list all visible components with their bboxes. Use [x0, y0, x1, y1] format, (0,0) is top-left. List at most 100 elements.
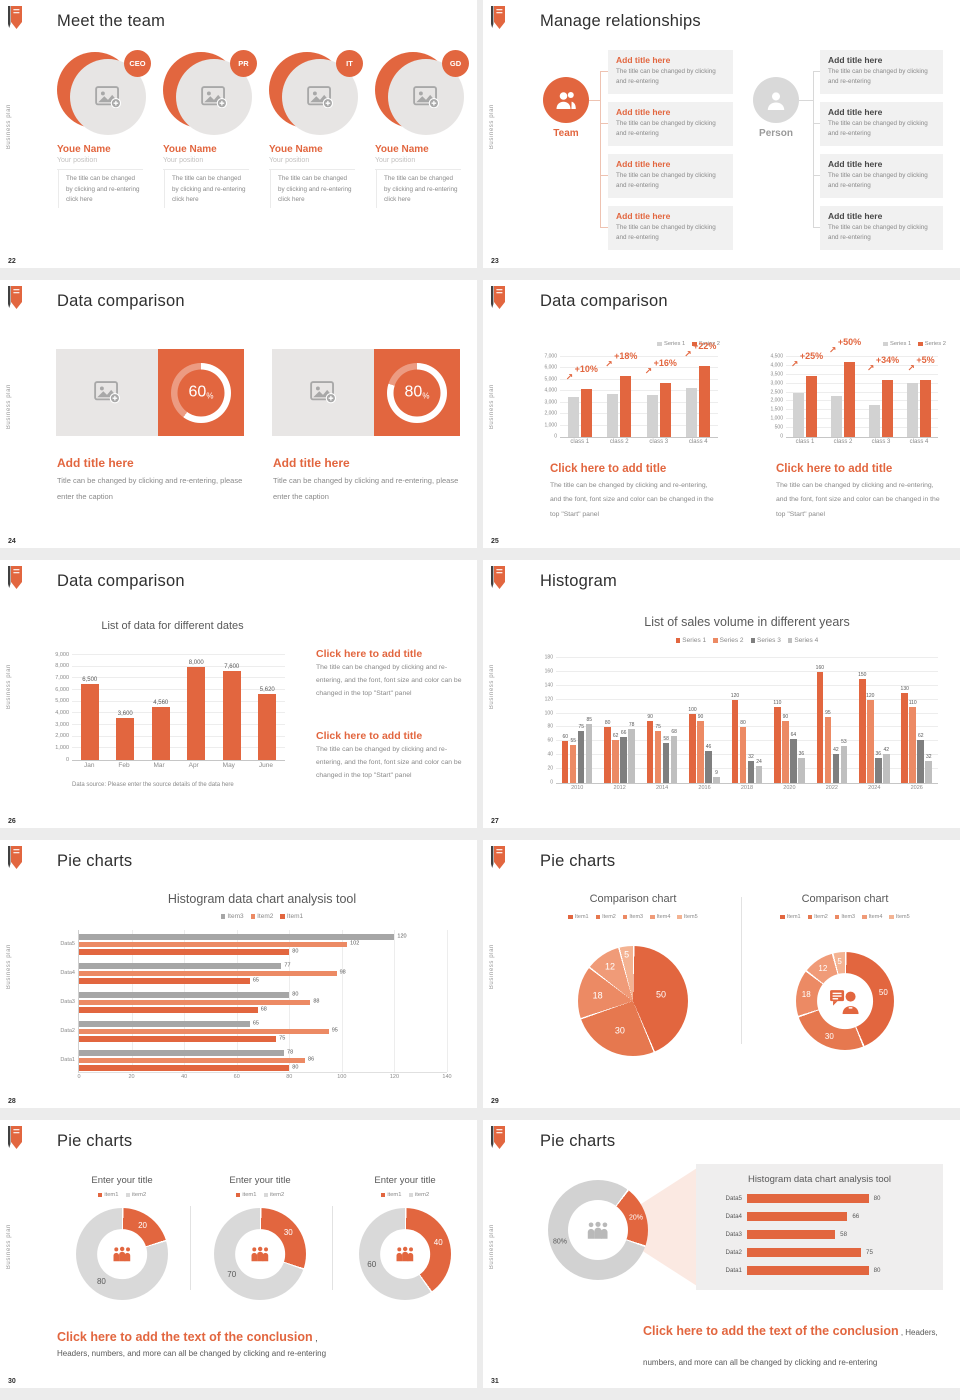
legend-label: item1 — [387, 1192, 402, 1198]
slide-content: List of data for different dates 0 1,000 2,… — [0, 560, 477, 828]
bar: 4,560 — [151, 700, 170, 760]
bar-value-label: 100 — [688, 706, 697, 713]
chart-legend: Item1 Item2 Item3 Item4 Item5 — [533, 914, 733, 920]
slide-content: 60% Add title here Title can be changed by… — [0, 280, 477, 548]
legend-swatch — [380, 1192, 386, 1198]
bar-group: +34% ↗ — [867, 356, 899, 437]
x-axis-label: Jan — [83, 762, 95, 769]
bar — [907, 382, 918, 437]
bar-value-label: 120 — [866, 692, 875, 699]
slice-label: 30 — [824, 1031, 834, 1041]
bar-value-label: 58 — [663, 735, 669, 742]
bar-row-label: Data5 — [725, 1195, 742, 1202]
slice-label: 80 — [96, 1277, 106, 1287]
legend-swatch — [807, 914, 813, 920]
person-label: Person — [759, 128, 793, 139]
legend-label: Series 2 — [719, 637, 744, 644]
legend-item: item1 — [97, 1192, 119, 1198]
brand-logo-icon — [491, 6, 505, 29]
gridline — [560, 413, 718, 415]
bar — [869, 405, 880, 437]
slide-24[interactable]: Data comparison 60% Add title here Title c… — [0, 280, 477, 548]
bar-value-label: 75 — [655, 723, 661, 730]
conclusion-line: Click here to add the text of the conclu… — [57, 1328, 318, 1346]
up-right-arrow-icon: ↗ — [866, 363, 875, 374]
bar: 36 — [875, 752, 882, 783]
comparison-donut-chart: 50 30 18 12 5 — [796, 952, 894, 1050]
image-placeholder-icon — [201, 86, 227, 109]
bar-group: 90 75 58 68 — [646, 714, 678, 783]
x-axis-label: 2022 — [825, 785, 838, 791]
bar-group: 160 95 42 53 — [816, 665, 848, 783]
legend-item: Series 3 — [750, 637, 781, 644]
slide-title: Meet the team — [57, 12, 166, 30]
info-box: Add title here The title can be changed b… — [820, 50, 943, 94]
sidebar-vertical-text: Business plan — [6, 664, 12, 710]
x-axis-tick: 120 — [389, 1074, 400, 1080]
bar: 90 — [782, 714, 789, 783]
legend-swatch — [918, 341, 923, 347]
bar-value-label: 42 — [833, 746, 839, 753]
section-divider — [190, 1206, 191, 1290]
conclusion-body: , Headers, numbers, and more can all be … — [643, 1328, 938, 1368]
legend-label: Item1 — [286, 913, 304, 920]
y-axis-tick: 0 — [550, 779, 553, 786]
bar-value-label: 64 — [790, 731, 797, 738]
slide-31[interactable]: Pie charts 20% 80% Histogram data chart an… — [483, 1120, 960, 1388]
slide-22[interactable]: Meet the team CEO Youe Name Your position T… — [0, 0, 477, 268]
info-box: Add title here The title can be changed b… — [608, 206, 733, 250]
bar-group: +5% ↗ — [907, 356, 935, 437]
bar: 110 — [909, 700, 917, 783]
info-box: Add title here The title can be changed b… — [608, 154, 733, 198]
bar-value-label: 86 — [308, 1056, 315, 1063]
x-axis-label: 2010 — [571, 785, 584, 791]
conclusion-title: Click here to add the text of the conclu… — [643, 1324, 899, 1338]
slide-25[interactable]: Data comparison Series 1 Series 2 0 1,000 2,… — [483, 280, 960, 548]
avatar: PR — [163, 50, 261, 140]
slide-28[interactable]: Pie charts Histogram data chart analysis… — [0, 840, 477, 1108]
bar-value-label: 95 — [825, 710, 831, 717]
bar-value-label: 75 — [279, 1035, 286, 1041]
bar: 75 — [577, 724, 585, 783]
legend-item: Series 2 — [918, 341, 946, 347]
gridline — [556, 768, 938, 770]
bar: 78 — [628, 722, 635, 783]
bar: 80 — [604, 721, 611, 783]
slide-27[interactable]: Histogram List of sales volume in differ… — [483, 560, 960, 828]
bar-value-label: 68 — [260, 1006, 267, 1012]
growth-annotation: +25% ↗ — [791, 351, 823, 369]
y-axis-tick: 8,000 — [55, 662, 69, 669]
chart-plot: 0 1,000 2,000 3,000 4,000 5,000 6,000 7,000 +10%… — [544, 342, 718, 439]
growth-annotation: +18% ↗ — [605, 352, 637, 369]
legend-item: Item2 — [807, 914, 828, 920]
legend-label: Item4 — [868, 914, 883, 920]
bar-value-label: 32 — [748, 753, 754, 760]
gridline — [560, 390, 718, 392]
percent-label: +22% — [693, 341, 717, 352]
slice-label: 18 — [592, 990, 603, 1001]
role-badge: IT — [336, 50, 363, 77]
bar-group: 4,560 — [151, 700, 170, 760]
bar-group: +10% ↗ — [566, 365, 598, 437]
legend-item: Item2 — [595, 914, 616, 920]
gridline — [786, 418, 938, 420]
slide-23[interactable]: Manage relationships Team Person Add title… — [483, 0, 960, 268]
bar-value-label: 53 — [841, 739, 847, 746]
gridline — [556, 740, 938, 742]
bar-value-label: 130 — [900, 685, 909, 692]
bar-value-label: 36 — [875, 751, 882, 757]
connector-line — [600, 71, 601, 227]
slice-label: 12 — [818, 963, 828, 973]
x-axis-label: class 4 — [909, 439, 929, 445]
bar: 46 — [705, 745, 712, 783]
bar: 6,500 — [80, 677, 99, 760]
legend-label: Series 1 — [682, 637, 707, 644]
y-axis-tick: 140 — [544, 682, 553, 689]
slide-29[interactable]: Pie charts Comparison chart Item1 Item2 Ite… — [483, 840, 960, 1108]
gridline — [560, 424, 718, 426]
legend-item: Item1 — [280, 913, 303, 920]
gridline — [72, 724, 285, 725]
slide-26[interactable]: Data comparison List of data for differe… — [0, 560, 477, 828]
slide-30[interactable]: Pie charts Enter your title item1 item2 20 8… — [0, 1120, 477, 1388]
member-position: Your position — [269, 157, 355, 170]
